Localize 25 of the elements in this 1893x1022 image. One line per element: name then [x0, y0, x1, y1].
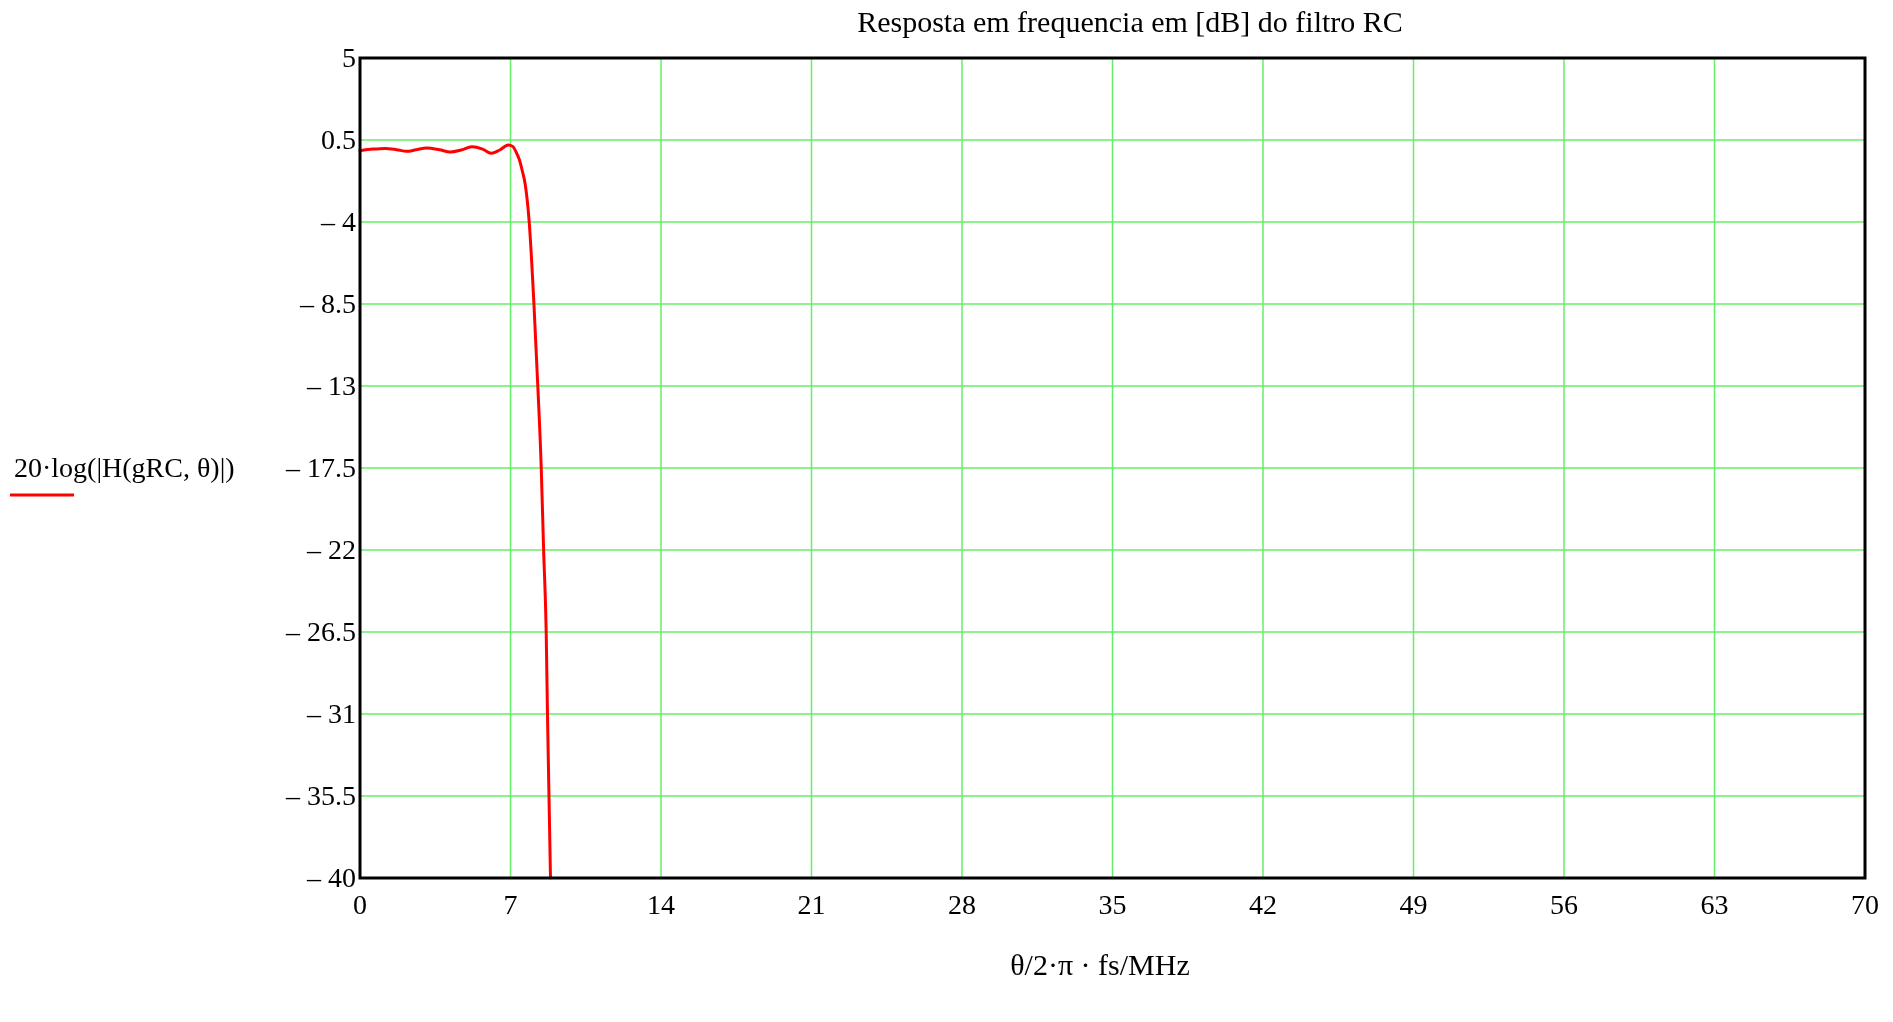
- y-tick-label: – 8.5: [299, 288, 356, 319]
- x-tick-label: 35: [1098, 889, 1127, 920]
- x-tick-label: 21: [797, 889, 826, 920]
- y-tick-label: – 4: [320, 206, 356, 237]
- x-tick-label: 7: [503, 889, 518, 920]
- y-tick-label: – 26.5: [285, 616, 356, 647]
- y-tick-label: 0.5: [321, 124, 356, 155]
- y-tick-label: – 31: [306, 698, 356, 729]
- y-tick-label: – 17.5: [285, 452, 356, 483]
- x-tick-label: 70: [1851, 889, 1879, 920]
- x-tick-label: 28: [948, 889, 976, 920]
- x-tick-label: 14: [647, 889, 675, 920]
- x-tick-label: 42: [1249, 889, 1277, 920]
- y-tick-label: – 35.5: [285, 780, 356, 811]
- x-tick-label: 49: [1399, 889, 1428, 920]
- y-tick-label: – 13: [306, 370, 356, 401]
- y-tick-label: – 40: [306, 862, 356, 893]
- x-tick-label: 0: [353, 889, 367, 920]
- y-axis-title: 20·log(|H(gRC, θ)|): [14, 452, 235, 483]
- y-tick-label: 5: [342, 42, 356, 73]
- x-tick-label: 56: [1550, 889, 1578, 920]
- y-tick-label: – 22: [306, 534, 356, 565]
- chart-title: Resposta em frequencia em [dB] do filtro RC: [857, 5, 1403, 38]
- x-tick-label: 63: [1700, 889, 1729, 920]
- x-axis-title: θ/2·π · fs/MHz: [1010, 948, 1190, 981]
